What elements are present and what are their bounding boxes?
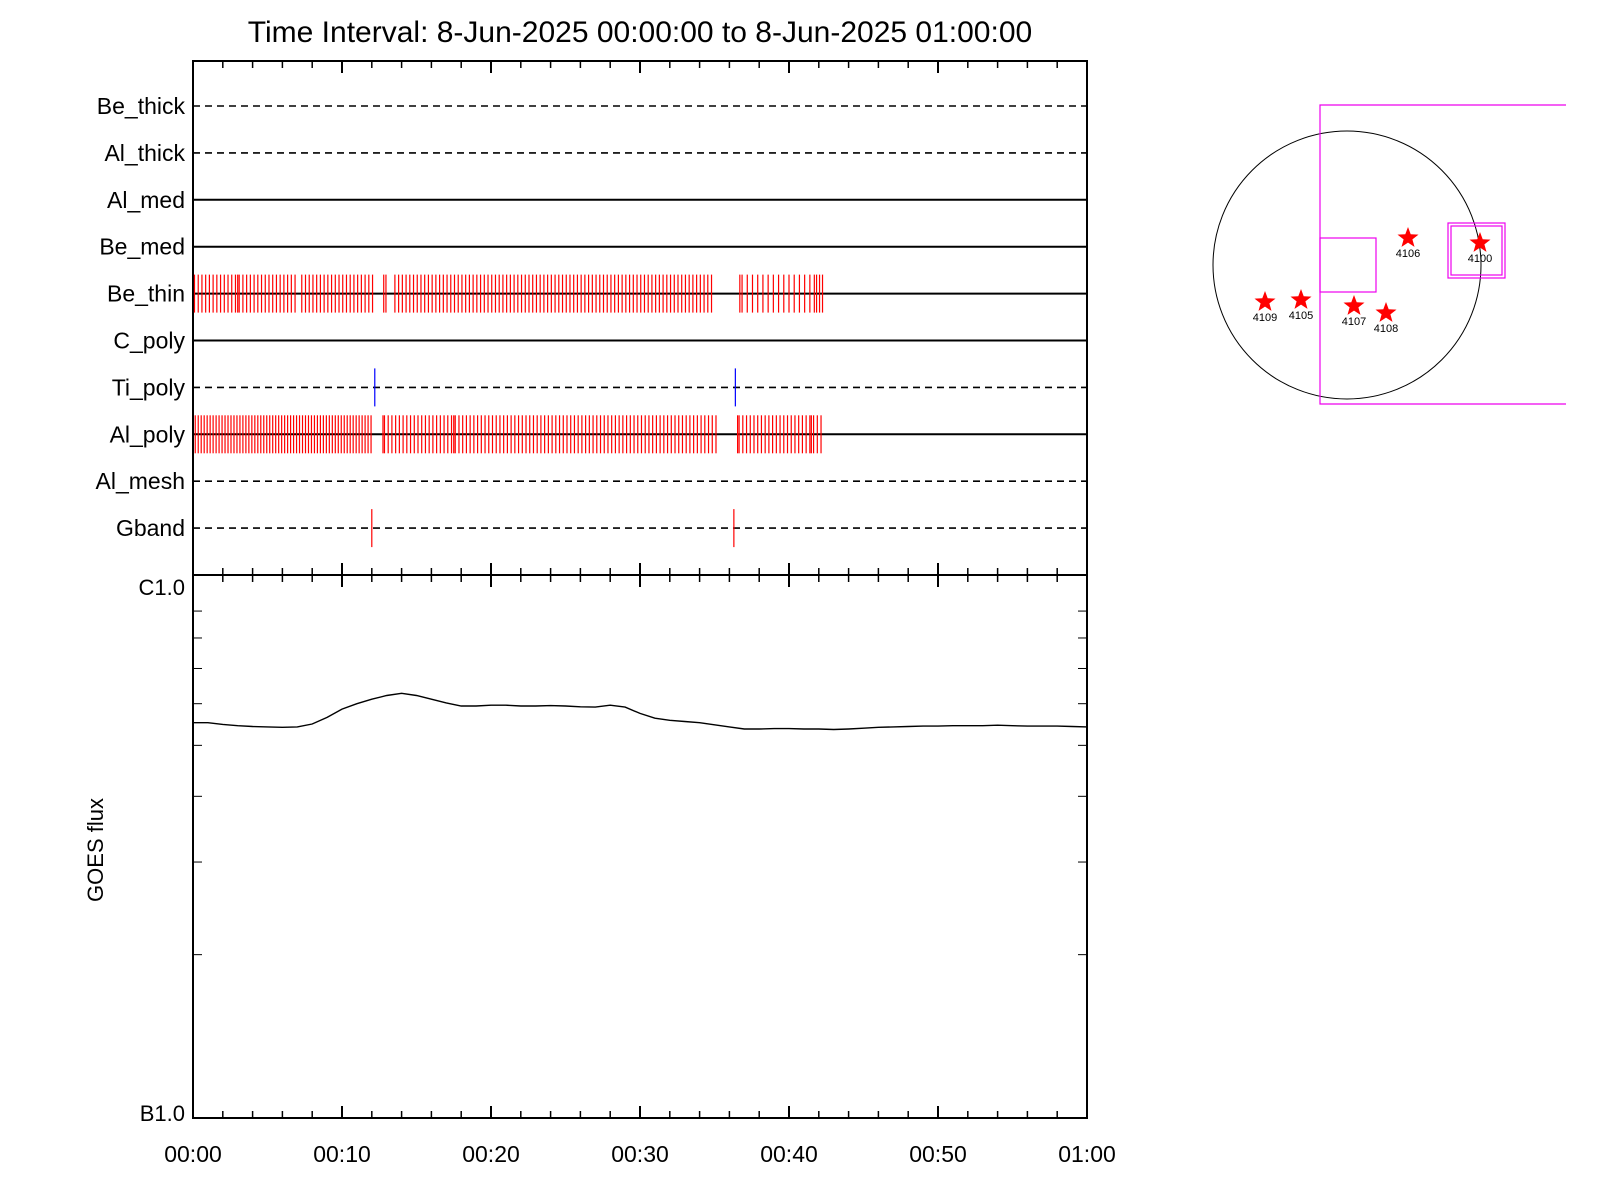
- channel-label: Al_med: [107, 187, 185, 213]
- y-axis-label: GOES flux: [83, 798, 108, 902]
- solar-disk-map: 4106 4100 4109 4105 4107 4108: [1212, 104, 1566, 405]
- goes-frame: [192, 574, 1088, 1119]
- channel-label: Be_thick: [97, 93, 186, 119]
- x-tick-label: 00:50: [909, 1141, 967, 1167]
- x-axis: 00:00 00:10 00:20 00:30 00:40 00:50 01:00: [164, 61, 1116, 1167]
- channel-label: Gband: [116, 515, 185, 541]
- timeline-frame: [192, 60, 1088, 576]
- active-region-label: 4109: [1253, 312, 1277, 324]
- channel-label: Ti_poly: [112, 374, 186, 400]
- x-tick-label: 00:40: [760, 1141, 818, 1167]
- solar-disk-limb: [1212, 130, 1482, 400]
- x-tick-label: 00:30: [611, 1141, 669, 1167]
- channel-label: Be_med: [99, 234, 185, 260]
- channel-label: Al_poly: [110, 421, 186, 447]
- x-tick-label: 00:20: [462, 1141, 520, 1167]
- active-region-star: [1290, 289, 1312, 309]
- pointing-box: [1319, 237, 1377, 293]
- active-region-label: 4105: [1289, 310, 1313, 322]
- x-tick-label: 01:00: [1058, 1141, 1116, 1167]
- active-region-star: [1397, 227, 1419, 247]
- x-tick-label: 00:00: [164, 1141, 222, 1167]
- active-region-label: 4108: [1374, 323, 1398, 335]
- active-region-label: 4106: [1396, 248, 1420, 260]
- active-region-label: 4100: [1468, 253, 1492, 265]
- region-box-outer: [1447, 222, 1506, 279]
- event-timeline-panel: Be_thick Al_thick Al_med Be_med Be_thin C_pol…: [96, 60, 1088, 576]
- x-tick-label: 00:10: [313, 1141, 371, 1167]
- goes-flux-series-line: [193, 692, 1088, 731]
- channel-label: Al_mesh: [96, 468, 185, 494]
- goes-flux-panel: GOES flux C1.0 B1.0: [83, 574, 1088, 1126]
- region-box-inner: [1450, 225, 1503, 276]
- channel-label: Be_thin: [107, 281, 185, 307]
- active-region-star: [1469, 232, 1491, 252]
- channel-label: C_poly: [113, 328, 185, 354]
- active-region-label: 4107: [1342, 316, 1366, 328]
- active-region-star: [1343, 295, 1365, 315]
- active-region-star: [1375, 302, 1397, 322]
- channel-label: Al_thick: [104, 140, 185, 166]
- y-tick-label: B1.0: [140, 1101, 185, 1126]
- chart-title: Time Interval: 8-Jun-2025 00:00:00 to 8-…: [248, 16, 1032, 49]
- y-tick-label: C1.0: [139, 575, 185, 600]
- active-region-star: [1254, 291, 1276, 311]
